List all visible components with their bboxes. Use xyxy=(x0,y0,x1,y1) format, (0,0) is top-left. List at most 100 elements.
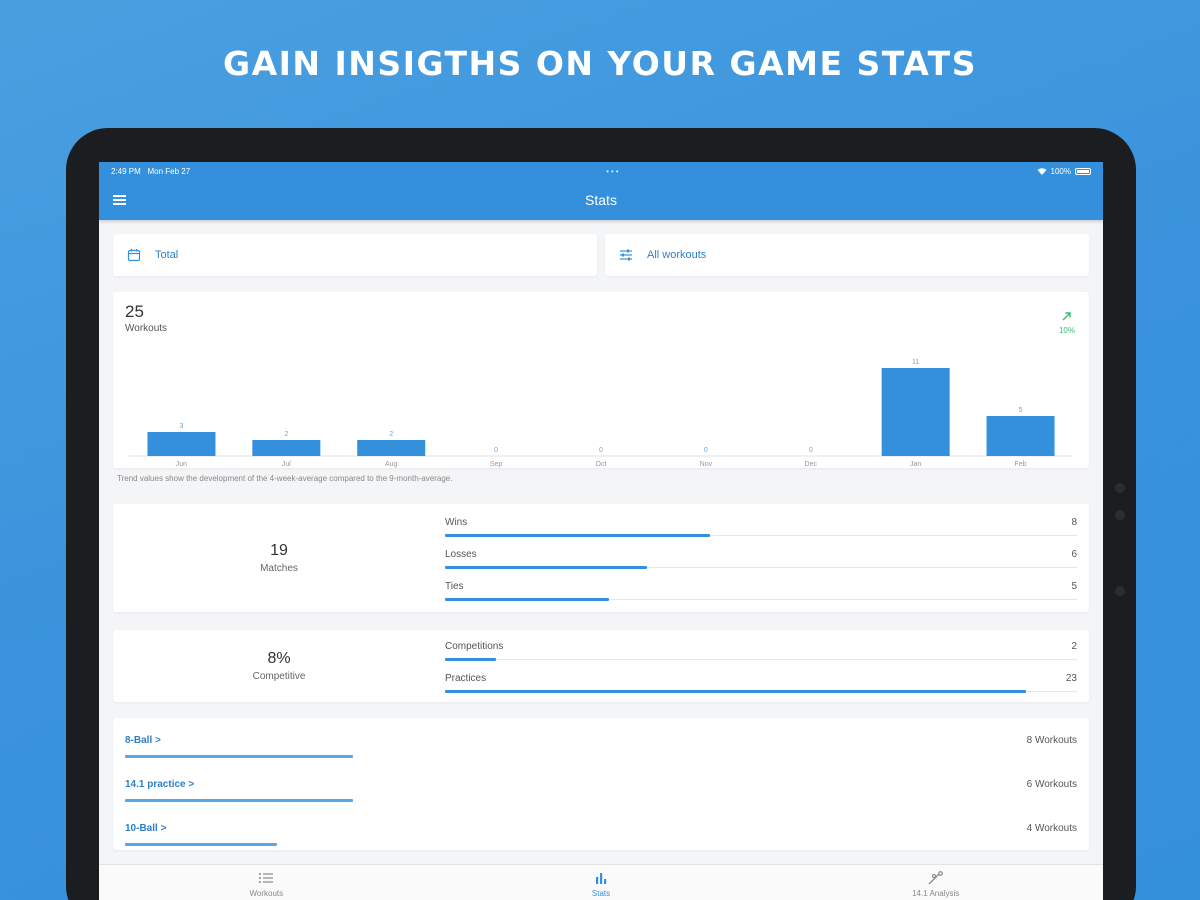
tab-stats[interactable]: Stats xyxy=(434,865,769,900)
period-filter-button[interactable]: Total xyxy=(113,234,597,276)
chart-tick-label: Jun xyxy=(176,461,187,468)
workouts-filter-label: All workouts xyxy=(647,249,707,261)
trend-note: Trend values show the development of the… xyxy=(117,474,453,483)
tab-analysis-label: 14.1 Analysis xyxy=(912,889,960,898)
competitive-stat-progress-bar xyxy=(445,658,496,661)
game-type-value: 4 Workouts xyxy=(1026,823,1077,834)
match-stat-progress-bar xyxy=(445,534,711,537)
chart-value-label: 2 xyxy=(284,431,288,438)
wifi-icon xyxy=(1037,168,1047,175)
game-type-name: 14.1 practice > xyxy=(125,779,195,790)
match-stat-value: 8 xyxy=(1071,517,1077,528)
workouts-count-label: Workouts xyxy=(125,323,168,334)
competitive-stat-row: Practices 23 xyxy=(445,664,1077,696)
game-type-row[interactable]: 10-Ball > 4 Workouts xyxy=(125,806,1077,850)
competitive-stat-progress-bar xyxy=(445,690,1027,693)
competitive-stat-row: Competitions 2 xyxy=(445,632,1077,664)
game-type-row[interactable]: 8-Ball > 8 Workouts xyxy=(125,718,1077,762)
match-stat-row: Ties 5 xyxy=(445,572,1077,604)
bar-chart-icon xyxy=(596,873,607,884)
chart-value-label: 0 xyxy=(704,447,708,454)
competitive-stat-value: 2 xyxy=(1071,641,1077,652)
chart-tick-label: Dec xyxy=(805,461,818,468)
match-stat-value: 5 xyxy=(1071,581,1077,592)
competitive-stat-track xyxy=(445,659,1077,660)
tablet-side-button xyxy=(1115,483,1125,493)
game-type-value: 8 Workouts xyxy=(1026,735,1077,746)
tab-analysis[interactable]: 14.1 Analysis xyxy=(768,865,1103,900)
app-bar: Stats xyxy=(99,180,1103,220)
chart-bar[interactable] xyxy=(986,416,1055,456)
hamburger-menu-icon[interactable] xyxy=(113,195,126,205)
match-stat-name: Ties xyxy=(445,581,464,592)
filter-bar: Total All workouts xyxy=(99,220,1103,276)
battery-percent: 100% xyxy=(1050,166,1071,176)
tablet-side-button xyxy=(1115,586,1125,596)
match-stat-row: Wins 8 xyxy=(445,508,1077,540)
trend-indicator: 10% xyxy=(1059,308,1075,335)
chart-tick-label: Aug xyxy=(385,461,398,468)
matches-label: Matches xyxy=(260,563,298,574)
game-type-progress-bar xyxy=(125,799,354,802)
game-type-name: 10-Ball > xyxy=(125,823,167,834)
match-stat-name: Wins xyxy=(445,517,468,528)
tab-workouts-label: Workouts xyxy=(249,889,284,898)
sliders-icon xyxy=(620,249,632,261)
chart-tick-label: Nov xyxy=(700,461,713,468)
chart-tick-label: Feb xyxy=(1015,461,1027,468)
game-type-progress-bar xyxy=(125,755,354,758)
match-stat-name: Losses xyxy=(445,549,477,560)
competitive-card: 8% Competitive Competitions 2 Practices 23 xyxy=(113,630,1089,702)
chart-value-label: 11 xyxy=(912,359,919,366)
workouts-chart-card: 3 Jun 2 Jul 2 Aug 0 Sep 0 Oct 0 Nov 0 Dec 11 Jan 5 Feb 25… xyxy=(113,292,1089,468)
battery-icon xyxy=(1074,167,1091,175)
match-stat-track xyxy=(445,535,1077,536)
tab-workouts[interactable]: Workouts xyxy=(99,865,434,900)
match-stat-track xyxy=(445,567,1077,568)
chart-tick-label: Oct xyxy=(596,461,607,468)
chart-bar[interactable] xyxy=(881,368,950,456)
match-stat-progress-bar xyxy=(445,598,610,601)
match-stat-value: 6 xyxy=(1071,549,1077,560)
competitive-percent: 8% xyxy=(267,650,291,667)
tab-stats-label: Stats xyxy=(591,889,611,898)
game-type-name: 8-Ball > xyxy=(125,735,161,746)
trend-up-icon xyxy=(1062,312,1071,321)
tab-bar: Workouts Stats 14.1 Analysis xyxy=(99,864,1103,900)
period-filter-label: Total xyxy=(155,249,179,261)
headline: GAIN INSIGTHS ON YOUR GAME STATS xyxy=(223,44,977,83)
tablet-side-button xyxy=(1115,510,1125,520)
game-type-row[interactable]: 14.1 practice > 6 Workouts xyxy=(125,762,1077,806)
chart-value-label: 0 xyxy=(494,447,498,454)
chart-bar[interactable] xyxy=(147,432,216,456)
trend-percent: 10% xyxy=(1058,326,1075,335)
game-type-value: 6 Workouts xyxy=(1026,779,1077,790)
match-stat-track xyxy=(445,599,1077,600)
chart-bar[interactable] xyxy=(252,440,321,456)
game-type-progress-bar xyxy=(125,843,278,846)
chart-value-label: 2 xyxy=(389,431,393,438)
chart-bar[interactable] xyxy=(357,440,426,456)
competitive-label: Competitive xyxy=(252,671,306,682)
chart-value-label: 3 xyxy=(179,423,183,430)
match-stat-progress-bar xyxy=(445,566,648,569)
chart-value-label: 0 xyxy=(599,447,603,454)
cue-icon xyxy=(928,871,943,885)
multitask-dots-icon[interactable]: ••• xyxy=(606,166,621,176)
workouts-filter-button[interactable]: All workouts xyxy=(605,234,1089,276)
chart-tick-label: Jan xyxy=(910,461,921,468)
competitive-stat-name: Practices xyxy=(445,673,487,684)
chart-value-label: 5 xyxy=(1019,407,1023,414)
status-time: 2:49 PM xyxy=(111,166,141,176)
game-types-card: 8-Ball > 8 Workouts 14.1 practice > 6 Worko… xyxy=(113,718,1089,850)
chart-tick-label: Sep xyxy=(490,461,503,468)
status-bar: 2:49 PM Mon Feb 27 ••• 100% xyxy=(99,162,1103,180)
app-screen: 2:49 PM Mon Feb 27 ••• 100% Stats Total xyxy=(99,162,1103,900)
chart-value-label: 0 xyxy=(809,447,813,454)
matches-count: 19 xyxy=(270,542,288,559)
competitive-stat-name: Competitions xyxy=(445,641,504,652)
match-stat-row: Losses 6 xyxy=(445,540,1077,572)
chart-tick-label: Jul xyxy=(282,461,291,468)
competitive-stat-value: 23 xyxy=(1065,673,1077,684)
status-date: Mon Feb 27 xyxy=(147,166,191,176)
